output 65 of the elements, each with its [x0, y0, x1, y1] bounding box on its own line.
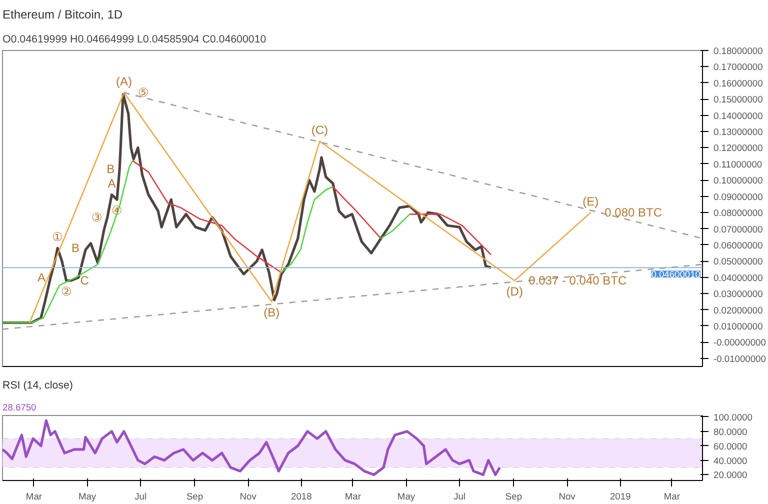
annotation: 0.080 BTC [604, 206, 662, 220]
annotation: (D) [506, 284, 523, 299]
y-tick-label: 0.08000000 [714, 208, 763, 218]
y-tick-label: -0.01000000 [714, 354, 766, 364]
y-tick-label: 0.04000000 [714, 272, 763, 283]
x-tick-label: Sep [186, 492, 204, 502]
line-series [409, 214, 492, 256]
y-tick-label: 60.0000 [714, 441, 748, 452]
line-series [2, 160, 134, 324]
y-tick-label: 0.15000000 [714, 94, 763, 105]
y-tick-label: 0.03000000 [714, 289, 763, 300]
x-tick-label: Jul [454, 492, 466, 502]
y-tick-label: 0.02000000 [714, 305, 763, 316]
x-tick-label: Nov [558, 492, 576, 502]
y-tick-label: 80.0000 [714, 426, 748, 437]
y-tick-label: 0.07000000 [714, 224, 763, 234]
y-tick-label: 0.06000000 [714, 240, 763, 250]
chart-title: RSI (14, close) [2, 380, 73, 392]
annotation: 0.037 - 0.040 BTC [528, 274, 627, 288]
y-tick-label: 0.18000000 [714, 46, 763, 56]
annotation: A [38, 270, 46, 284]
y-tick-label: 0.11000000 [714, 159, 762, 170]
y-tick-label: -0.00000000 [714, 338, 766, 348]
line-series [280, 186, 334, 274]
line-series [2, 419, 502, 476]
y-tick-label: 40.0000 [714, 456, 748, 466]
x-tick-label: Jul [134, 492, 147, 502]
annotation: B [106, 162, 115, 176]
y-tick-label: 20.0000 [714, 470, 748, 480]
annotation: A [108, 176, 116, 191]
y-tick-label: 0.13000000 [714, 127, 763, 138]
annotation: ② [60, 284, 72, 299]
y-tick-label: 0.16000000 [714, 78, 763, 88]
annotation: ③ [91, 210, 102, 224]
x-tick-label: Sep [505, 492, 522, 502]
annotation: ① [52, 230, 64, 244]
y-tick-label: 0.14000000 [714, 110, 763, 121]
x-tick-label: Nov [240, 492, 257, 502]
y-tick-label: 100.0000 [714, 412, 752, 422]
annotation: B [72, 241, 80, 256]
chart-title: Ethereum / Bitcoin, 1D [2, 8, 123, 22]
x-tick-label: Mar [344, 492, 361, 502]
annotation: (B) [264, 306, 280, 320]
y-tick-label: 0.09000000 [714, 192, 763, 202]
ref-line-label: 0.04600010 [651, 270, 701, 280]
y-tick-label: 0.12000000 [714, 143, 763, 154]
annotation: (E) [582, 194, 599, 209]
x-tick-label: May [78, 492, 96, 502]
text: 28.6750 [2, 402, 36, 412]
y-tick-label: 0.01000000 [714, 321, 763, 332]
annotation: C [80, 274, 90, 288]
chart-subtitle: O0.04619999 H0.04664999 L0.04585904 C0.04600010 [2, 34, 266, 46]
x-tick-label: Mar [26, 492, 42, 502]
x-tick-label: Mar [664, 492, 680, 502]
annotation: (A) [116, 74, 132, 89]
line-series [132, 160, 282, 274]
line-series [332, 186, 382, 240]
x-tick-label: May [397, 492, 416, 502]
x-tick-label: 2018 [291, 492, 312, 502]
y-tick-label: 0.10000000 [714, 176, 763, 186]
y-tick-label: 0.05000000 [714, 256, 763, 267]
annotation: (C) [311, 123, 328, 138]
annotation: ⑤ [138, 86, 149, 100]
x-tick-label: 2019 [610, 492, 631, 502]
y-tick-label: 0.17000000 [714, 62, 763, 72]
